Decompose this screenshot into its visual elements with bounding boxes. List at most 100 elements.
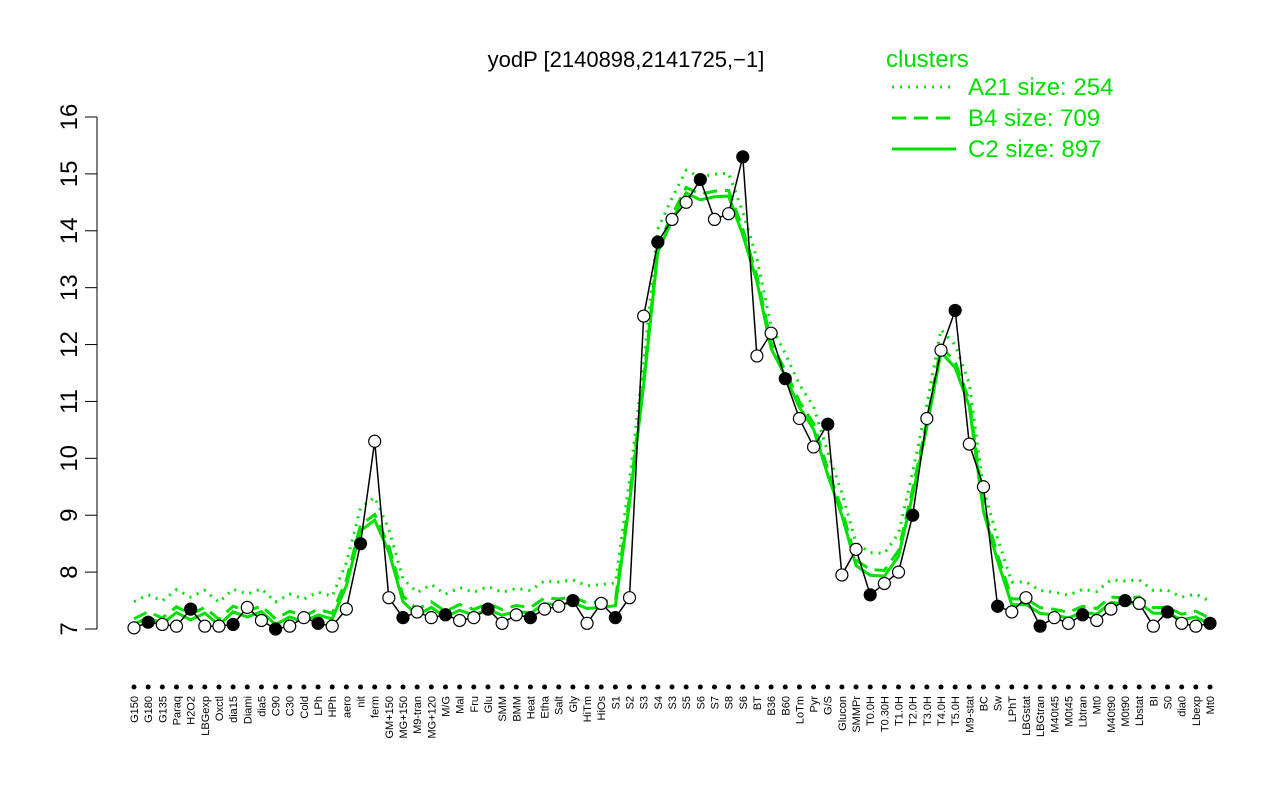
x-tick-label: C90 <box>271 696 283 716</box>
x-tick <box>1023 684 1029 690</box>
data-point <box>991 599 1005 613</box>
data-point <box>1075 608 1090 622</box>
x-tick <box>343 684 349 690</box>
data-point <box>806 440 821 454</box>
x-tick <box>995 684 1001 690</box>
x-tick-label: nit <box>356 696 368 708</box>
x-tick <box>400 684 406 690</box>
data-point <box>722 207 736 221</box>
data-point <box>382 591 396 605</box>
x-tick-label: Mt0 <box>1092 696 1104 714</box>
x-tick <box>273 684 279 690</box>
x-tick-label: HiOs <box>596 696 608 721</box>
x-tick-label: Fru <box>469 696 481 713</box>
x-tick <box>683 684 689 690</box>
x-tick-label: S8 <box>724 696 736 709</box>
x-tick <box>244 684 250 690</box>
data-point <box>622 591 637 605</box>
y-tick-label: 15 <box>56 161 83 188</box>
x-tick <box>980 684 986 690</box>
data-point <box>184 602 198 616</box>
x-tick <box>910 684 916 690</box>
data-point <box>920 411 934 426</box>
data-point <box>948 303 962 318</box>
x-tick <box>697 684 703 690</box>
x-tick <box>1179 684 1185 690</box>
x-tick-label: Gly <box>568 696 580 713</box>
x-tick-label: ferm <box>370 696 382 718</box>
x-tick-label: Pyr <box>809 696 821 713</box>
data-point <box>906 508 920 522</box>
x-tick <box>839 684 845 690</box>
x-tick <box>527 684 533 690</box>
y-tick-label: 14 <box>56 217 83 244</box>
data-point <box>976 480 991 494</box>
x-tick <box>145 684 151 690</box>
x-tick <box>457 684 463 690</box>
data-point <box>1104 602 1118 616</box>
y-tick-label: 10 <box>56 445 83 472</box>
data-point <box>594 596 608 611</box>
y-tick-label: 8 <box>56 565 83 578</box>
main-series <box>127 150 1217 636</box>
data-point <box>353 537 368 551</box>
data-point <box>736 150 750 164</box>
data-point <box>1160 605 1175 619</box>
x-tick <box>1037 684 1043 690</box>
x-tick <box>442 684 448 690</box>
x-tick <box>1094 684 1100 690</box>
x-tick <box>258 684 264 690</box>
data-point <box>580 616 594 630</box>
data-point <box>962 437 976 451</box>
data-point <box>283 619 297 633</box>
x-tick <box>726 684 732 690</box>
x-tick-label: BC <box>978 696 990 711</box>
x-tick <box>1122 684 1128 690</box>
data-point <box>778 372 792 386</box>
x-tick-label: T5.0H <box>950 696 962 726</box>
y-tick-label: 9 <box>56 509 83 522</box>
data-point <box>637 309 651 323</box>
x-tick <box>173 684 179 690</box>
x-tick <box>754 684 760 690</box>
cluster-a21-line <box>133 168 1211 605</box>
x-tick-label: Sw <box>993 696 1005 711</box>
x-tick-label: S1 <box>610 696 622 709</box>
x-tick-label: G135 <box>157 696 169 723</box>
x-tick <box>1009 684 1015 690</box>
x-tick <box>301 684 307 690</box>
x-tick-label: B60 <box>780 696 792 716</box>
x-tick-label: S3 <box>667 696 679 709</box>
data-point <box>835 568 849 582</box>
cluster-lines <box>133 168 1211 628</box>
x-tick-label: MG+150 <box>398 696 410 739</box>
x-tick <box>1080 684 1086 690</box>
x-tick <box>612 684 618 690</box>
data-point <box>453 613 467 628</box>
x-tick <box>1207 684 1213 690</box>
data-point <box>1047 611 1061 625</box>
data-point <box>707 212 722 226</box>
x-tick <box>896 684 902 690</box>
x-tick-label: S6 <box>738 696 750 709</box>
x-tick-label: G/S <box>823 696 835 715</box>
x-tick-label: M/G <box>440 696 452 717</box>
data-point <box>1146 619 1160 633</box>
data-point <box>537 602 552 616</box>
x-tick <box>358 684 364 690</box>
x-tick <box>329 684 335 690</box>
x-tick-label: HiTm <box>582 696 594 722</box>
data-point <box>481 602 495 616</box>
data-point <box>198 619 212 633</box>
data-point <box>750 349 764 363</box>
data-point <box>155 617 169 632</box>
data-point <box>1175 616 1189 630</box>
data-point <box>268 622 283 636</box>
data-point <box>438 608 453 622</box>
x-tick <box>485 684 491 690</box>
x-tick-label: T0.0H <box>865 696 877 726</box>
x-tick-label: BMM <box>511 696 523 722</box>
x-tick <box>740 684 746 690</box>
x-tick-label: LBGexp <box>200 696 212 736</box>
